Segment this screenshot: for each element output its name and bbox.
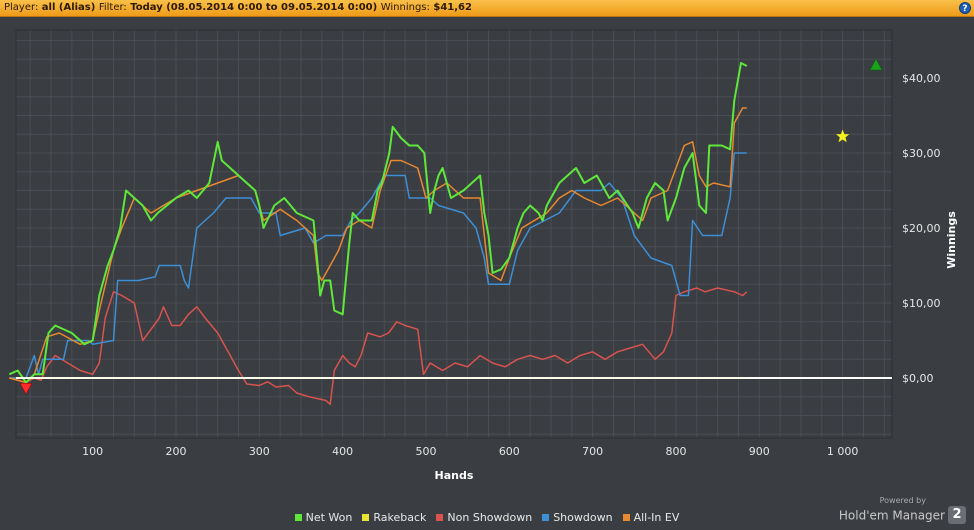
legend-swatch-showdown	[542, 513, 550, 521]
header-bar: Player: all (Alias) Filter: Today (08.05…	[0, 0, 974, 17]
series-line-non-showdown	[9, 287, 748, 406]
legend-item-all-in-ev[interactable]: All-In EV	[622, 510, 680, 524]
y-tick-label: $10,00	[902, 297, 941, 310]
y-tick-label: $40,00	[902, 72, 941, 85]
x-tick-label: 600	[499, 445, 520, 458]
plot-border	[15, 29, 893, 439]
series-line-showdown	[9, 152, 747, 379]
help-icon[interactable]: ?	[959, 2, 971, 14]
x-tick-label: 200	[165, 445, 186, 458]
x-tick-label: 400	[332, 445, 353, 458]
brand-logo-icon: 2	[948, 506, 966, 524]
holdem-manager-branding: Powered by Hold'em Manager 2	[838, 495, 966, 524]
y-tick-label: $20,00	[902, 222, 941, 235]
legend-swatch-rakeback	[362, 513, 370, 521]
plot-area-background	[16, 30, 892, 438]
x-tick-label: 100	[82, 445, 103, 458]
x-tick-label: 500	[415, 445, 436, 458]
legend-label-net-won: Net Won	[305, 510, 353, 524]
brand-name: Hold'em Manager	[838, 508, 945, 522]
legend-item-non-showdown[interactable]: Non Showdown	[436, 510, 532, 524]
axes: 100 200 300 400 500 600 700 800 900 1 000 $0,00 $10…	[82, 72, 940, 458]
markers	[19, 58, 883, 395]
winnings-label: Winnings:	[380, 2, 430, 13]
y-tick-label: $30,00	[902, 147, 941, 160]
series-line-net-won	[8, 62, 748, 384]
y-axis-title: Winnings	[945, 211, 958, 269]
max-marker-icon	[869, 58, 883, 71]
player-value[interactable]: all (Alias)	[41, 2, 96, 13]
x-tick-label: 800	[665, 445, 686, 458]
legend-label-non-showdown: Non Showdown	[447, 510, 533, 524]
legend-label-rakeback: Rakeback	[373, 510, 427, 524]
x-tick-label: 700	[582, 445, 603, 458]
filter-value[interactable]: Today (08.05.2014 0:00 to 09.05.2014 0:0…	[130, 2, 378, 13]
powered-by-text: Powered by	[879, 495, 926, 505]
legend-label-showdown: Showdown	[553, 510, 613, 524]
player-label: Player:	[4, 2, 39, 13]
series	[8, 62, 892, 406]
filter-label: Filter:	[98, 2, 127, 13]
x-tick-label: 900	[749, 445, 770, 458]
legend-label-all-in-ev: All-In EV	[633, 510, 680, 524]
legend-swatch-non-showdown	[436, 513, 444, 521]
rakeback-star-icon	[836, 129, 850, 143]
x-tick-label: 300	[249, 445, 270, 458]
winnings-value: $41,62	[433, 2, 472, 13]
min-marker-icon	[19, 383, 33, 395]
chart-legend: Net Won Rakeback Non Showdown Showdown A…	[0, 510, 974, 524]
x-axis-title: Hands	[435, 469, 474, 482]
legend-swatch-net-won	[294, 513, 302, 521]
legend-item-showdown[interactable]: Showdown	[542, 510, 613, 524]
x-tick-label: 1 000	[827, 445, 859, 458]
y-tick-label: $0,00	[902, 372, 934, 385]
legend-swatch-all-in-ev	[622, 513, 630, 521]
legend-item-rakeback[interactable]: Rakeback	[362, 510, 426, 524]
legend-item-net-won[interactable]: Net Won	[294, 510, 353, 524]
